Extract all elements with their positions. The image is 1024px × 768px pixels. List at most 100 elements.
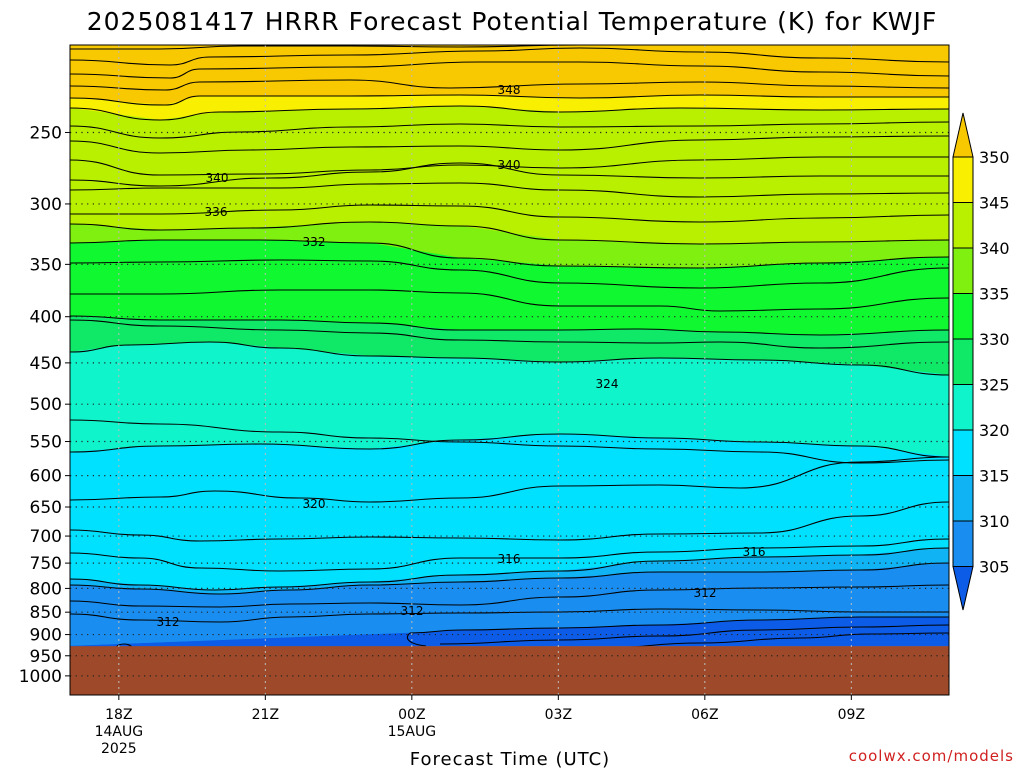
colorbar-segment-5 — [952, 384, 974, 431]
colorbar: 350 345 340 335 330 325 320 315 310 305 — [952, 112, 1010, 611]
contour-c344c — [70, 121, 949, 139]
x-tick-label: 21Z — [252, 707, 279, 723]
contour-label: 312 — [694, 586, 717, 600]
contour-label: 324 — [596, 377, 619, 391]
contour-label: 312 — [401, 604, 424, 618]
contour-c348a — [70, 45, 949, 50]
contour-c344d — [70, 135, 949, 154]
grid-lines — [70, 45, 949, 695]
contour-c344b — [70, 105, 949, 121]
contour-c310b — [439, 624, 949, 645]
colorbar-label: 310 — [979, 512, 1010, 531]
contour-label: 336 — [205, 205, 228, 219]
colorbar-segment-6 — [952, 429, 974, 476]
x-tick-year: 2025 — [101, 741, 137, 757]
colorbar-segment-0 — [952, 156, 974, 203]
contour-c324 — [70, 419, 949, 464]
x-tick-label: 06Z — [691, 707, 718, 723]
contour-labels: 348 340 340 336 332 324 320 316 316 312 312 312 — [157, 83, 766, 629]
contour-c348d — [70, 79, 949, 91]
contour-c316 — [70, 547, 949, 591]
contour-label: 312 — [157, 615, 180, 629]
contour-310-edge — [406, 632, 427, 647]
colorbar-label: 305 — [979, 558, 1010, 577]
y-tick-label: 750 — [30, 554, 62, 574]
colorbar-label: 345 — [979, 194, 1010, 213]
y-tick-label: 550 — [30, 433, 62, 453]
x-tick-date: 15AUG — [388, 724, 437, 740]
contour-c320 — [70, 456, 949, 503]
contour-c348c — [70, 61, 949, 79]
contour-c330a — [70, 259, 949, 289]
contour-c318a — [70, 501, 949, 542]
contour-c310a — [409, 616, 949, 634]
contour-c338 — [70, 182, 949, 198]
contour-c314 — [70, 562, 949, 595]
contour-label: 316 — [743, 545, 766, 559]
y-tick-label: 1000 — [19, 667, 62, 687]
contour-label: 320 — [303, 497, 326, 511]
colorbar-label: 335 — [979, 285, 1010, 304]
y-tick-label: 600 — [30, 467, 62, 487]
x-tick-label: 03Z — [545, 707, 572, 723]
chart-title: 2025081417 HRRR Forecast Potential Tempe… — [87, 7, 938, 36]
y-tick-label: 350 — [30, 255, 62, 275]
y-axis: 250 300 350 400 450 500 550 600 650 700 750 800 850 9… — [19, 123, 70, 687]
contour-c318b — [70, 538, 949, 572]
y-tick-label: 950 — [30, 647, 62, 667]
x-axis-label: Forecast Time (UTC) — [410, 749, 610, 768]
y-tick-label: 450 — [30, 354, 62, 374]
colorbar-segment-3 — [952, 293, 974, 340]
contour-label: 316 — [498, 552, 521, 566]
colorbar-segment-4 — [952, 338, 974, 385]
contour-c332 — [70, 239, 949, 269]
x-tick-date: 14AUG — [95, 724, 144, 740]
x-tick-label: 18Z — [105, 707, 132, 723]
contour-c312b — [70, 608, 949, 623]
colorbar-label: 315 — [979, 467, 1010, 486]
y-tick-label: 500 — [30, 395, 62, 415]
contour-c340b — [70, 162, 949, 187]
colorbar-segment-2 — [952, 247, 974, 294]
y-tick-label: 650 — [30, 498, 62, 518]
contour-c336 — [70, 204, 949, 223]
y-tick-label: 700 — [30, 527, 62, 547]
x-tick-label: 00Z — [398, 707, 425, 723]
colorbar-top-arrow — [952, 112, 974, 158]
contour-c330b — [70, 289, 949, 312]
y-tick-label: 400 — [30, 308, 62, 328]
colorbar-bottom-arrow — [952, 566, 974, 611]
contour-c326a — [70, 319, 949, 349]
y-tick-label: 300 — [30, 195, 62, 215]
colorbar-label: 330 — [979, 330, 1010, 349]
contour-c340a — [70, 156, 949, 176]
contour-c348b — [70, 47, 949, 66]
colorbar-segment-1 — [952, 202, 974, 249]
contour-c328 — [70, 315, 949, 336]
colorbar-label: 350 — [979, 148, 1010, 167]
contour-label: 348 — [498, 83, 521, 97]
contour-c326b — [70, 341, 949, 376]
ground-fill — [70, 646, 949, 695]
contour-label: 340 — [498, 158, 521, 172]
colorbar-segment-8 — [952, 520, 974, 567]
plot-frame — [69, 44, 950, 696]
contour-ground-loop — [115, 643, 133, 648]
contour-c344a — [70, 94, 949, 106]
colorbar-label: 340 — [979, 239, 1010, 258]
contour-c334 — [70, 221, 949, 245]
plot-area: 348 340 340 336 332 324 320 316 316 312 312 312 — [70, 45, 949, 695]
y-tick-label: 250 — [30, 123, 62, 143]
y-tick-label: 800 — [30, 579, 62, 599]
y-tick-label: 850 — [30, 603, 62, 623]
contour-label: 340 — [206, 171, 229, 185]
contour-label: 332 — [303, 235, 326, 249]
colorbar-label: 320 — [979, 421, 1010, 440]
contour-c312a — [70, 584, 949, 608]
colorbar-segment-7 — [952, 475, 974, 522]
credit-text: coolwx.com/models — [849, 747, 1014, 765]
colorbar-label: 325 — [979, 376, 1010, 395]
x-tick-label: 09Z — [838, 707, 865, 723]
